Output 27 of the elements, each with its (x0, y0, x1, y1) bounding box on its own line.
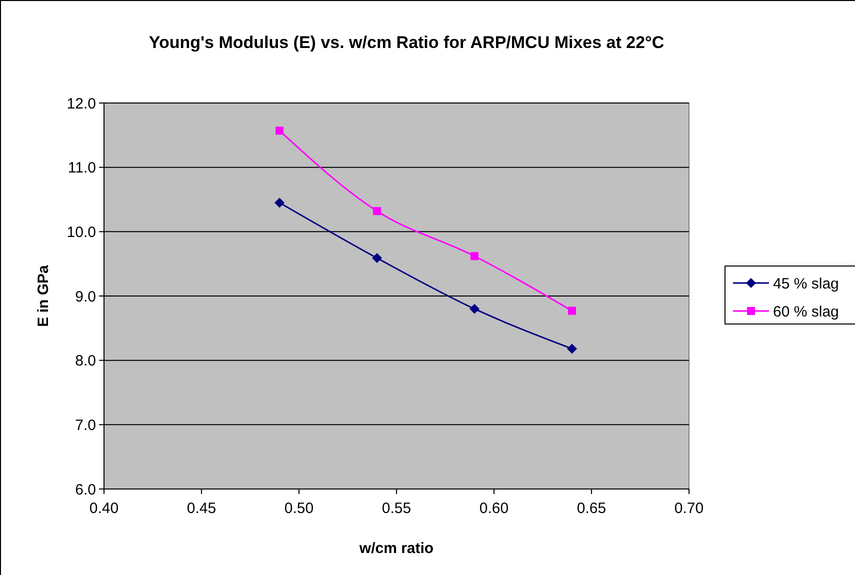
legend-label: 60 % slag (773, 303, 839, 320)
point (567, 344, 577, 354)
point (274, 198, 284, 208)
chart-title: Young's Modulus (E) vs. w/cm Ratio for ARP/MCU Mixes at 22°C (148, 33, 664, 52)
y-tick-label: 8.0 (75, 352, 96, 370)
x-tick-label: 0.55 (382, 500, 412, 517)
x-tick-label: 0.60 (479, 500, 509, 517)
x-tick-label: 0.40 (89, 500, 119, 517)
x-tick-label: 0.70 (674, 500, 704, 517)
point (372, 253, 382, 264)
x-axis-title: w/cm ratio (358, 540, 434, 557)
x-tick-label: 0.65 (576, 500, 606, 517)
point (470, 304, 480, 314)
x-tick-label: 0.45 (186, 500, 216, 517)
y-tick-label: 11.0 (68, 160, 96, 177)
point (373, 207, 381, 216)
y-axis-title: E in GPa (35, 264, 52, 327)
x-tick-label: 0.50 (284, 500, 314, 517)
legend-label: 45 % slag (773, 275, 839, 292)
y-tick-label: 7.0 (75, 416, 96, 434)
y-tick-label: 12.0 (66, 95, 96, 112)
y-tick-label: 9.0 (75, 288, 96, 306)
point (470, 252, 478, 260)
point (276, 126, 284, 135)
y-tick-label: 10.0 (66, 224, 96, 241)
point (568, 306, 576, 315)
y-tick-label: 6.0 (75, 481, 96, 498)
